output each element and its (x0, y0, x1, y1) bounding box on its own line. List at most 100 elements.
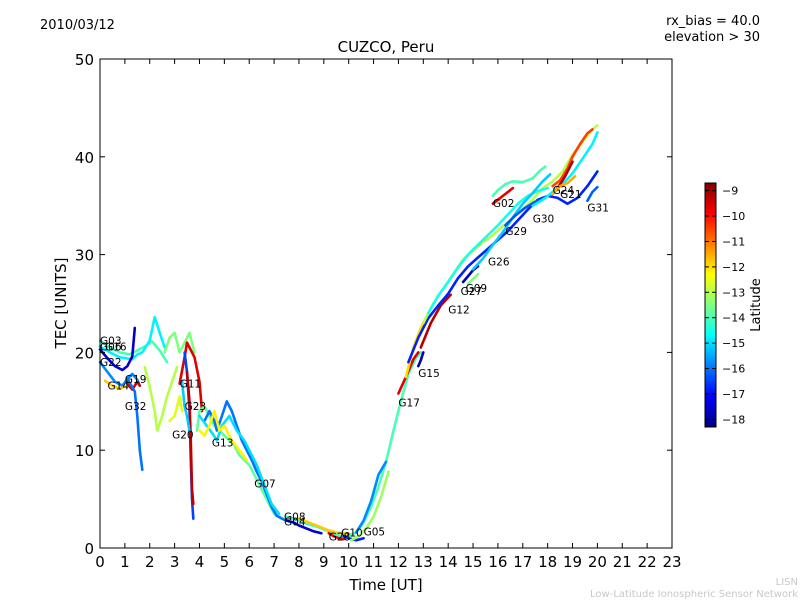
tec-trace (198, 409, 248, 462)
x-tick-label: 22 (638, 553, 657, 571)
satellite-label: G30 (533, 213, 555, 225)
satellite-label: G12 (448, 304, 470, 316)
y-axis-label: TEC [UNITS] (52, 258, 70, 350)
tec-trace (98, 326, 137, 372)
tec-trace (551, 175, 577, 196)
tec-trace (126, 377, 144, 472)
x-axis: 0 1 2 3 4 5 6 7 8 9 10 11 12 13 14 15 16 17 18 19 20 21 22 23 (95, 59, 682, 571)
colorbar-tick-label: −15 (722, 337, 745, 350)
tec-trace (427, 186, 549, 315)
y-tick-label: 0 (84, 540, 94, 558)
x-tick-label: 5 (220, 553, 230, 571)
tec-trace (180, 380, 191, 432)
y-tick-label: 20 (75, 344, 94, 362)
tec-trace (198, 414, 281, 516)
satellite-label: G13 (212, 437, 234, 449)
x-tick-label: 9 (319, 553, 329, 571)
x-tick-label: 0 (95, 553, 105, 571)
colorbar-tick-label: −17 (722, 388, 745, 401)
x-tick-label: 2 (145, 553, 155, 571)
x-tick-label: 19 (563, 553, 582, 571)
tec-trace (586, 185, 599, 203)
plot-frame (99, 58, 673, 549)
tec-trace (466, 272, 480, 286)
satellite-label: G06 (100, 342, 122, 354)
credit-lisn: LISN (775, 577, 798, 588)
satellite-label: G23 (185, 401, 207, 413)
colorbar: −9 −10 −11 −12 −13 −14 −15 −16 −17 −18 Latitude (704, 182, 764, 428)
satellite-label: G24 (553, 185, 575, 197)
tec-trace (531, 131, 599, 207)
satellite-label: G08 (284, 512, 306, 524)
satellite-label: G05 (364, 526, 386, 538)
x-tick-label: 17 (513, 553, 532, 571)
x-tick-label: 8 (294, 553, 304, 571)
y-tick-label: 10 (75, 442, 94, 460)
x-tick-label: 6 (244, 553, 254, 571)
colorbar-tick-label: −12 (722, 261, 745, 274)
tec-trace (143, 365, 179, 432)
x-tick-label: 23 (662, 553, 681, 571)
satellite-label: G14 (108, 381, 130, 393)
tec-trace (349, 470, 390, 542)
x-tick-label: 4 (195, 553, 205, 571)
colorbar-tick-label: −14 (722, 312, 745, 325)
tec-trace (504, 196, 547, 227)
y-tick-label: 50 (75, 51, 94, 69)
x-tick-label: 14 (439, 553, 458, 571)
tec-trace (327, 532, 345, 541)
tec-trace (126, 380, 142, 391)
y-tick-label: 30 (75, 247, 94, 265)
x-tick-label: 15 (463, 553, 482, 571)
tec-trace (98, 339, 169, 364)
tec-trace (103, 379, 127, 390)
x-tick-label: 16 (488, 553, 507, 571)
satellite-label: G02 (493, 198, 515, 210)
satellite-label: G32 (125, 401, 146, 413)
rx-bias-label: rx_bias = 40.0 (666, 14, 760, 29)
satellite-label: G07 (254, 479, 276, 491)
colorbar-ticks: −9 −10 −11 −12 −13 −14 −15 −16 −17 −18 (705, 185, 745, 426)
satellite-label: G27 (461, 286, 483, 298)
tec-trace (285, 519, 323, 535)
tec-trace (98, 315, 166, 361)
tec-trace (168, 395, 184, 423)
plot-area: G03G06G16G22G19G14G32G11G23G20G13G07G08G… (98, 58, 673, 549)
colorbar-tick-label: −9 (722, 185, 738, 198)
chart-title: CUZCO, Peru (337, 38, 435, 56)
satellite-label-layer: G03G06G16G22G19G14G32G11G23G20G13G07G08G… (100, 185, 609, 543)
tec-trace (551, 128, 594, 188)
satellite-label: G29 (505, 226, 527, 238)
satellite-label: G21 (560, 189, 582, 201)
colorbar-tick-label: −10 (722, 210, 745, 223)
tec-trace (98, 360, 142, 387)
colorbar-bar (704, 182, 717, 428)
x-tick-label: 18 (538, 553, 557, 571)
colorbar-tick-label: −18 (722, 413, 745, 426)
tec-trace (397, 351, 420, 395)
tec-trace (491, 165, 547, 198)
x-tick-label: 3 (170, 553, 180, 571)
date-label: 2010/03/12 (40, 18, 115, 33)
satellite-label: G26 (488, 256, 510, 268)
tec-trace (297, 517, 353, 536)
satellite-label: G17 (398, 397, 420, 409)
y-axis: 0 10 20 30 40 50 (75, 51, 672, 558)
x-tick-label: 7 (269, 553, 279, 571)
y-tick-label: 40 (75, 149, 94, 167)
satellite-label: G31 (587, 203, 609, 215)
tec-trace (491, 186, 515, 205)
colorbar-tick-label: −13 (722, 286, 745, 299)
x-tick-label: 10 (339, 553, 358, 571)
elevation-label: elevation > 30 (664, 30, 760, 45)
credit-network: Low-Latitude Ionospheric Sensor Network (590, 589, 798, 600)
x-tick-label: 12 (389, 553, 408, 571)
series-layer (98, 124, 599, 542)
colorbar-tick-label: −16 (722, 363, 745, 376)
satellite-label: G20 (172, 430, 194, 442)
tec-trace (419, 293, 452, 349)
satellite-label: G10 (341, 527, 363, 539)
satellite-label: G16 (105, 342, 127, 354)
tec-trace (163, 331, 196, 354)
tec-trace (556, 160, 574, 190)
